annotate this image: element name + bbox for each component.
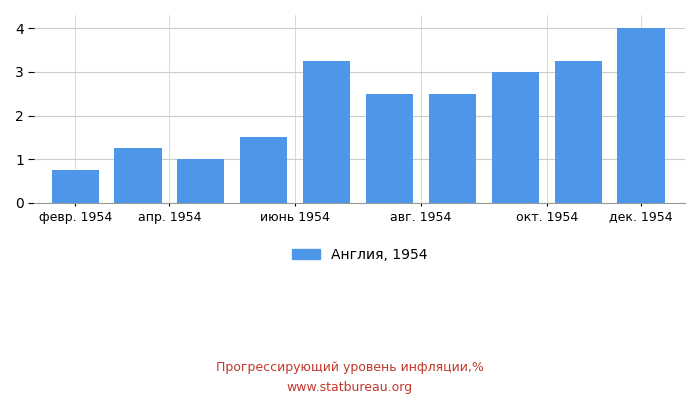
Bar: [303, 61, 350, 203]
Bar: [429, 94, 476, 203]
Text: www.statbureau.org: www.statbureau.org: [287, 382, 413, 394]
Bar: [240, 137, 287, 203]
Bar: [617, 28, 664, 203]
Text: Прогрессирующий уровень инфляции,%: Прогрессирующий уровень инфляции,%: [216, 362, 484, 374]
Legend: Англия, 1954: Англия, 1954: [286, 242, 433, 267]
Bar: [115, 148, 162, 203]
Bar: [52, 170, 99, 203]
Bar: [554, 61, 602, 203]
Bar: [366, 94, 413, 203]
Bar: [177, 159, 225, 203]
Bar: [491, 72, 539, 203]
